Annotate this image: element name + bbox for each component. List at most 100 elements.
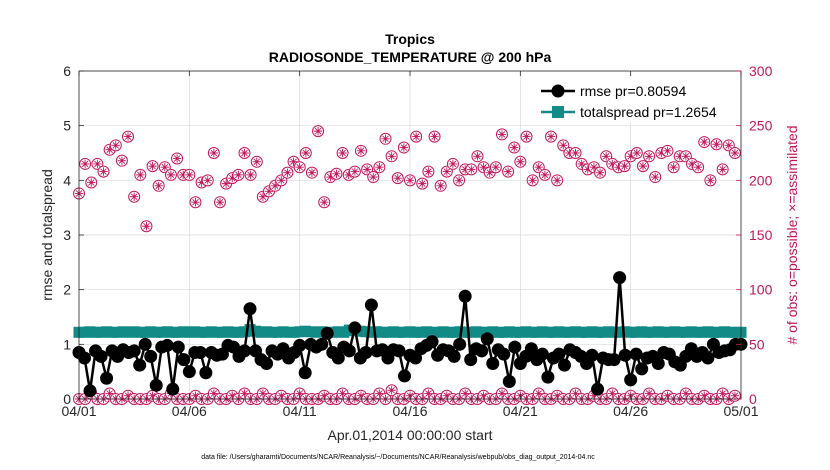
obs-possible-point-asterisk bbox=[608, 159, 617, 169]
obs-assimilated-point-asterisk bbox=[718, 389, 727, 398]
y-right-tick-label: 200 bbox=[749, 172, 773, 188]
rmse-point bbox=[348, 321, 362, 335]
totalspread-point bbox=[713, 326, 725, 338]
y-right-tick-label: 50 bbox=[749, 336, 765, 352]
y-axis-right-ticks: 0 50 100 150 200 250 300 bbox=[736, 63, 773, 407]
rmse-point bbox=[464, 353, 478, 367]
totalspread-point bbox=[614, 326, 626, 338]
totalspread-point bbox=[718, 326, 730, 338]
obs-possible-point-asterisk bbox=[528, 176, 537, 185]
obs-possible-point-asterisk bbox=[436, 181, 445, 190]
totalspread-point bbox=[239, 326, 250, 338]
rmse-point bbox=[364, 298, 378, 312]
totalspread-point bbox=[205, 326, 217, 338]
totalspread-point bbox=[487, 326, 499, 338]
totalspread-point bbox=[398, 326, 410, 338]
rmse-point bbox=[127, 344, 141, 358]
obs-possible-point-asterisk bbox=[387, 152, 396, 161]
rmse-point bbox=[149, 378, 163, 392]
obs-possible-point-asterisk bbox=[589, 163, 599, 172]
totalspread-point bbox=[669, 326, 681, 338]
obs-assimilated-point-asterisk bbox=[123, 391, 133, 400]
totalspread-point bbox=[161, 326, 173, 338]
obs-possible-point-asterisk bbox=[424, 167, 433, 176]
obs-possible-point-asterisk bbox=[638, 161, 648, 171]
totalspread-point bbox=[272, 326, 284, 338]
totalspread-point bbox=[443, 326, 455, 338]
obs-possible-point-asterisk bbox=[136, 170, 145, 180]
x-tick-label: 04/11 bbox=[283, 403, 317, 419]
obs-possible-point-asterisk bbox=[99, 167, 108, 176]
obs-possible-point-asterisk bbox=[651, 172, 660, 182]
obs-possible-point-asterisk bbox=[693, 163, 703, 172]
totalspread-point bbox=[90, 326, 102, 338]
obs-possible-point-asterisk bbox=[258, 192, 268, 201]
obs-possible-point-asterisk bbox=[467, 165, 476, 174]
obs-possible-point-asterisk bbox=[534, 163, 543, 172]
obs-assimilated-point-asterisk bbox=[497, 389, 507, 398]
obs-possible-point-asterisk bbox=[614, 163, 623, 172]
obs-possible-point-asterisk bbox=[724, 141, 733, 150]
rmse-point bbox=[458, 289, 472, 303]
obs-assimilated-point-asterisk bbox=[663, 391, 672, 400]
totalspread-point bbox=[575, 326, 587, 338]
totalspread-point bbox=[619, 326, 631, 338]
obs-possible-point-asterisk bbox=[203, 176, 212, 185]
rmse-point bbox=[243, 302, 257, 316]
totalspread-point bbox=[647, 326, 659, 338]
totalspread-point bbox=[233, 326, 245, 338]
totalspread-point bbox=[139, 326, 151, 338]
obs-possible-point-asterisk bbox=[411, 132, 421, 141]
obs-possible-point-asterisk bbox=[197, 178, 206, 187]
rmse-point bbox=[624, 373, 638, 387]
obs-assimilated-point-asterisk bbox=[552, 391, 562, 400]
obs-assimilated-point-asterisk bbox=[240, 389, 249, 398]
obs-possible-point-asterisk bbox=[93, 159, 102, 169]
rmse-point bbox=[199, 366, 213, 380]
legend-totalspread-marker bbox=[552, 106, 564, 118]
totalspread-point bbox=[84, 326, 96, 338]
rmse-point bbox=[629, 347, 643, 361]
totalspread-point bbox=[261, 326, 273, 338]
rmse-point bbox=[144, 349, 158, 363]
totalspread-point bbox=[283, 326, 295, 338]
rmse-series bbox=[72, 271, 748, 398]
totalspread-point bbox=[332, 326, 344, 338]
obs-assimilated-point-asterisk bbox=[442, 391, 452, 400]
totalspread-point bbox=[625, 326, 637, 338]
legend-rmse-label: rmse pr=0.80594 bbox=[580, 83, 686, 99]
obs-assimilated-point-asterisk bbox=[460, 389, 470, 398]
obs-assimilated-point-asterisk bbox=[644, 389, 654, 398]
totalspread-point bbox=[156, 326, 168, 338]
totalspread-point bbox=[564, 326, 576, 338]
totalspread-point bbox=[404, 326, 416, 338]
rmse-point bbox=[447, 349, 461, 363]
obs-possible-point-asterisk bbox=[485, 168, 494, 177]
obs-assimilated-point-asterisk bbox=[228, 391, 237, 400]
totalspread-point bbox=[597, 326, 609, 338]
totalspread-point bbox=[167, 326, 179, 338]
obs-assimilated-point-asterisk bbox=[258, 389, 268, 398]
totalspread-point bbox=[371, 326, 383, 338]
obs-possible-point-asterisk bbox=[565, 148, 574, 158]
rmse-point bbox=[171, 340, 185, 354]
obs-assimilated-point-asterisk bbox=[571, 389, 580, 398]
obs-possible-point-asterisk bbox=[448, 159, 458, 169]
obs-possible-point-asterisk bbox=[657, 148, 666, 158]
totalspread-point bbox=[674, 326, 686, 338]
obs-possible-point-asterisk bbox=[546, 132, 556, 141]
obs-assimilated-point-asterisk bbox=[424, 389, 433, 398]
obs-possible-point-asterisk bbox=[510, 143, 519, 152]
y-axis-left-label: rmse and totalspread bbox=[39, 169, 55, 301]
obs-possible-point-asterisk bbox=[87, 178, 96, 187]
rmse-point bbox=[83, 384, 97, 398]
y-left-tick-label: 0 bbox=[63, 391, 71, 407]
obs-possible-point-asterisk bbox=[491, 163, 501, 172]
y-right-tick-label: 300 bbox=[749, 63, 773, 79]
obs-possible-point-asterisk bbox=[142, 222, 151, 231]
rmse-point bbox=[524, 342, 538, 356]
obs-possible-point-asterisk bbox=[228, 173, 237, 183]
rmse-point bbox=[392, 344, 406, 358]
rmse-point bbox=[502, 375, 516, 389]
obs-possible-point-asterisk bbox=[601, 152, 611, 161]
